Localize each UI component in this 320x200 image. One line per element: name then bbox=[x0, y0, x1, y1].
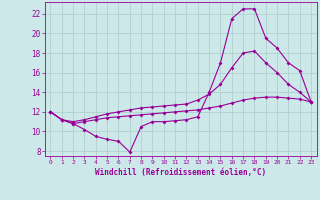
X-axis label: Windchill (Refroidissement éolien,°C): Windchill (Refroidissement éolien,°C) bbox=[95, 168, 266, 177]
